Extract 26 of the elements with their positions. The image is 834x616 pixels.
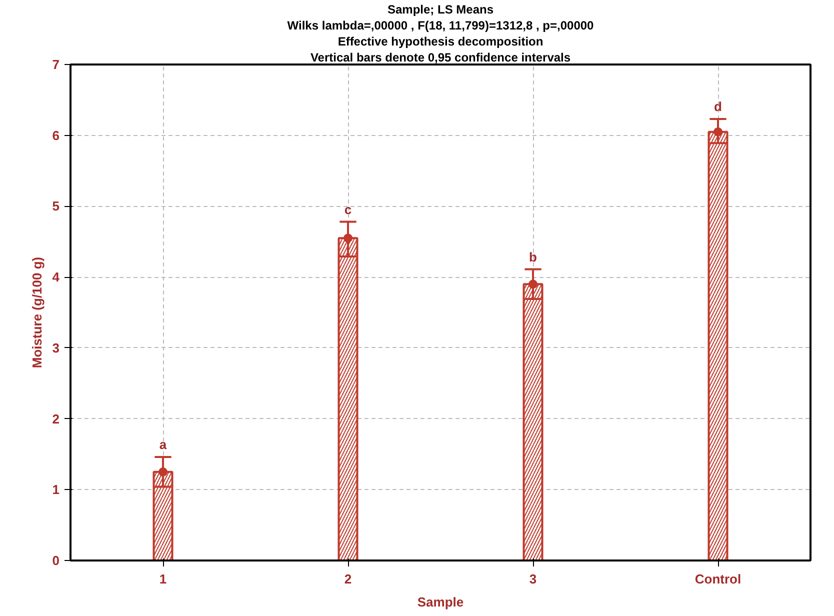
y-tick-label: 7	[52, 57, 60, 72]
text: Vertical bars denote 0,95 confidence intervals	[310, 50, 571, 64]
x-tick-label: 1	[159, 572, 167, 586]
y-tick-label: 4	[52, 270, 60, 285]
x-tick-label: 2	[344, 572, 352, 586]
annotation: a	[159, 437, 168, 452]
y-tick-label: 5	[52, 198, 60, 214]
chart-title: Sample; LS Means	[387, 2, 494, 16]
annotation: c	[344, 202, 352, 217]
point	[714, 127, 722, 136]
text: Effective hypothesis decomposition	[338, 34, 544, 48]
point	[158, 467, 168, 476]
annotation: d	[714, 99, 722, 114]
x-tick-label: Control	[694, 572, 742, 586]
annotation: b	[529, 249, 538, 264]
y-tick-label: 0	[52, 553, 60, 568]
point	[528, 280, 538, 289]
x-axis-title: Sample	[417, 594, 464, 610]
point	[344, 234, 352, 243]
y-tick-label: 1	[52, 482, 60, 498]
y-tick-label: 3	[52, 340, 60, 356]
chart-subtitle: Wilks lambda=,00000 , F(18, 11,799)=1312,8 , p=,00000	[287, 18, 594, 32]
y-tick-label: 2	[52, 411, 60, 426]
x-tick-label: 3	[529, 572, 537, 586]
y-tick-label: 6	[52, 128, 60, 143]
y-axis-title: Moisture (g/100 g)	[29, 256, 44, 368]
